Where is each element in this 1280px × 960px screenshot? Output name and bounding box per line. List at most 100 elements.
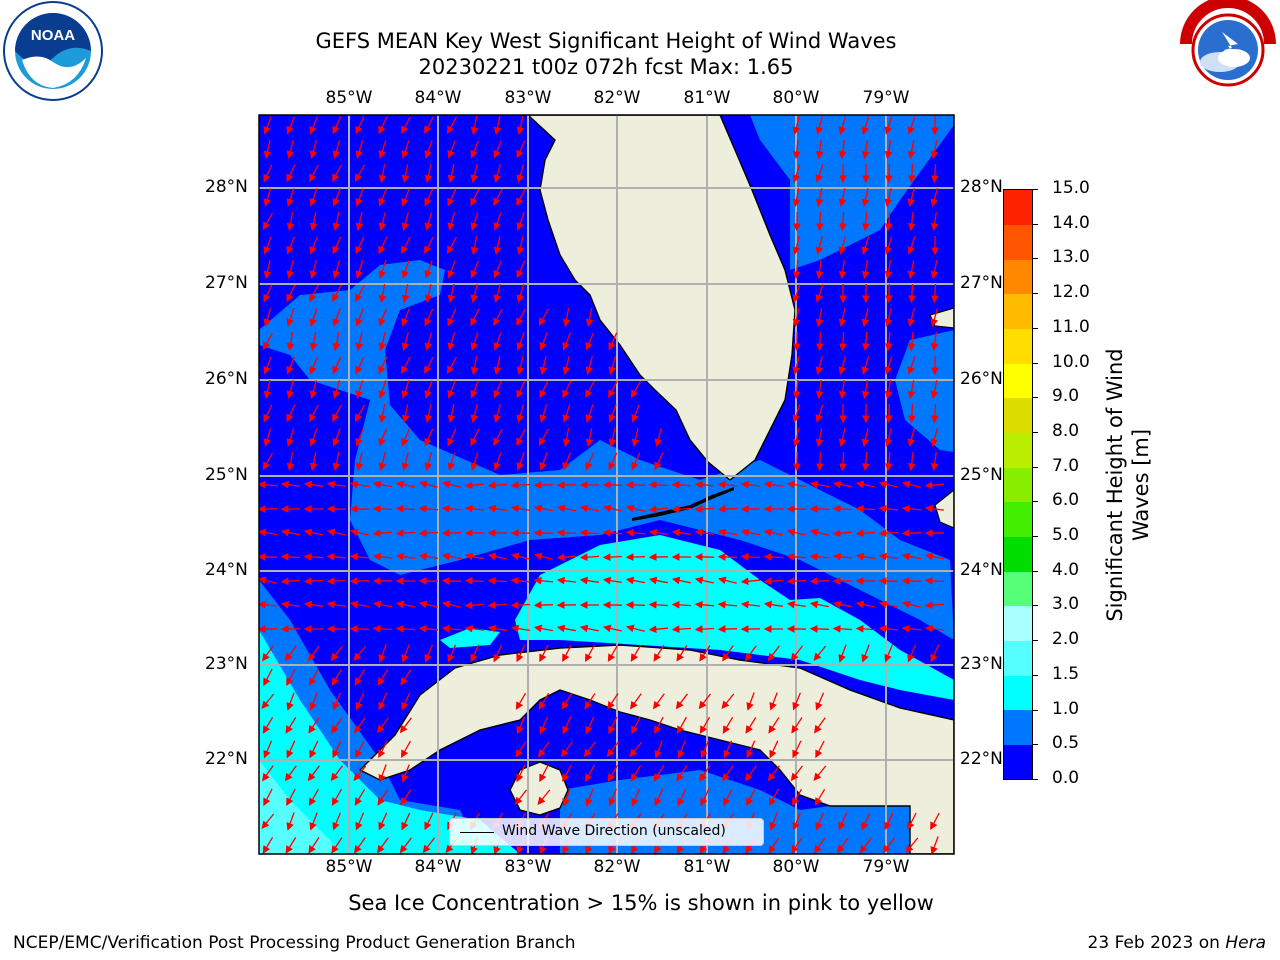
wave-direction-arrow (399, 837, 412, 854)
wave-direction-arrow (809, 480, 830, 489)
wave-direction-arrow (745, 717, 757, 734)
wave-direction-arrow (792, 164, 801, 183)
bahamas-land (934, 489, 954, 529)
colorbar-tick-mark (1032, 223, 1038, 225)
wave-direction-arrow (332, 692, 342, 711)
footer-date: 23 Feb 2023 on Hera (1088, 933, 1266, 953)
colorbar-tick-mark (1032, 570, 1038, 572)
wave-direction-arrow (740, 528, 760, 537)
wave-direction-arrow (838, 211, 847, 232)
wave-direction-arrow (401, 188, 411, 207)
longitude-label: 82°W (593, 857, 641, 877)
longitude-label: 84°W (414, 857, 462, 877)
wave-direction-arrow (537, 789, 551, 806)
noaa-logo: NOAA (3, 1, 103, 101)
wave-direction-arrow (791, 837, 803, 854)
wave-direction-arrow (401, 428, 411, 447)
wave-direction-arrow (792, 284, 801, 303)
wave-direction-arrow (418, 504, 439, 513)
wave-direction-arrow (855, 552, 875, 561)
wave-direction-arrow (309, 740, 319, 759)
wave-direction-arrow (401, 308, 411, 327)
wave-direction-arrow (286, 668, 296, 687)
colorbar-tick-label: 1.0 (1052, 698, 1080, 719)
wave-direction-arrow (630, 644, 642, 662)
wave-direction-arrow (401, 284, 410, 304)
nws-logo (1180, 0, 1276, 98)
wave-direction-arrow (447, 380, 456, 399)
wave-direction-arrow (902, 600, 921, 609)
wave-direction-arrow (786, 528, 806, 537)
wave-direction-arrow (510, 504, 531, 513)
wave-direction-arrow (792, 116, 801, 135)
wave-direction-arrow (332, 356, 342, 375)
wave-direction-arrow (286, 812, 295, 831)
wave-direction-arrow (372, 624, 393, 633)
legend-label: Wind Wave Direction (unscaled) (502, 823, 726, 839)
wave-direction-arrow (608, 404, 617, 423)
wave-direction-arrow (354, 668, 366, 686)
wave-direction-arrow (464, 552, 484, 561)
wave-direction-arrow (516, 116, 525, 136)
wave-direction-arrow (585, 356, 594, 375)
wave-direction-arrow (400, 669, 412, 686)
wave-direction-arrow (401, 236, 411, 255)
wave-direction-arrow (286, 404, 296, 423)
longitude-label: 81°W (683, 857, 731, 877)
wave-direction-arrow (309, 332, 318, 352)
wave-direction-arrow (263, 740, 273, 759)
colorbar-segment (1004, 224, 1032, 260)
wave-direction-arrow (355, 308, 364, 327)
wave-direction-arrow (768, 717, 780, 734)
wave-direction-arrow (562, 404, 571, 423)
colorbar-tick-mark (1032, 605, 1038, 607)
wave-direction-arrow (303, 577, 324, 586)
wave-direction-arrow (878, 600, 898, 609)
wave-direction-arrow (378, 140, 387, 159)
wave-direction-arrow (625, 576, 646, 585)
wave-direction-arrow (671, 576, 691, 585)
wave-direction-arrow (901, 577, 922, 585)
wave-direction-arrow (815, 356, 824, 375)
wave-direction-arrow (648, 576, 668, 585)
wave-direction-arrow (809, 552, 830, 561)
colorbar-tick-mark (1032, 293, 1038, 295)
longitude-label: 79°W (862, 857, 910, 877)
latitude-label: 24°N (960, 560, 1003, 580)
wave-direction-arrow (355, 740, 365, 759)
colorbar (1003, 189, 1033, 780)
wave-direction-arrow (533, 624, 554, 633)
wave-direction-arrow (309, 812, 318, 831)
wave-direction-arrow (717, 625, 738, 633)
wave-direction-arrow (378, 260, 387, 279)
wave-direction-arrow (861, 116, 870, 135)
colorbar-tick-label: 15.0 (1052, 178, 1090, 198)
wave-direction-arrow (884, 428, 893, 447)
wave-direction-arrow (378, 356, 388, 375)
wave-direction-arrow (930, 332, 939, 352)
longitude-label: 80°W (772, 857, 820, 877)
wave-direction-arrow (792, 356, 801, 375)
wave-direction-arrow (515, 692, 527, 710)
wave-direction-arrow (924, 481, 945, 490)
wave-direction-arrow (441, 552, 462, 561)
wave-direction-arrow (698, 693, 712, 710)
wave-direction-arrow (395, 480, 415, 489)
wave-direction-arrow (838, 380, 847, 400)
wave-direction-arrow (884, 379, 893, 400)
wave-direction-arrow (447, 332, 456, 351)
wave-direction-arrow (401, 260, 410, 279)
wave-direction-arrow (694, 600, 715, 609)
wave-direction-arrow (470, 284, 479, 303)
wave-direction-arrow (286, 164, 296, 183)
wave-direction-arrow (516, 140, 526, 159)
wave-direction-arrow (493, 236, 502, 256)
wave-direction-arrow (424, 428, 434, 447)
wave-direction-arrow (263, 356, 272, 375)
wave-direction-arrow (395, 600, 415, 609)
wave-direction-arrow (930, 428, 939, 447)
colorbar-tick-label: 12.0 (1052, 282, 1090, 303)
wave-direction-arrow (763, 600, 783, 609)
wave-direction-arrow (286, 236, 296, 255)
wave-direction-arrow (792, 404, 801, 423)
